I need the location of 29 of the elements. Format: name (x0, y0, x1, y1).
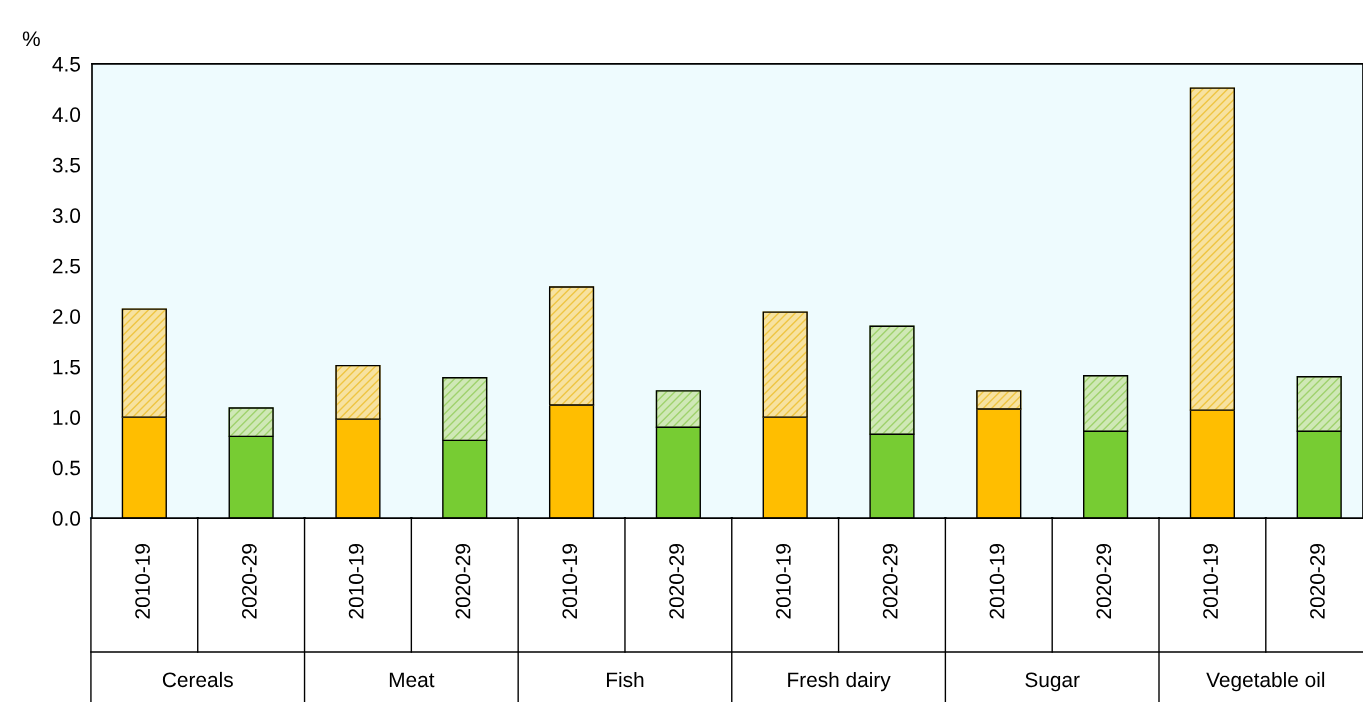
y-tick-label: 1.5 (53, 359, 81, 375)
y-tick-label: 1.0 (53, 410, 81, 425)
y-tick-label: 3.0 (52, 208, 81, 224)
y-tick-label: 2.5 (52, 258, 81, 274)
text: Sugar (1025, 672, 1080, 692)
x-tick-label: 2010-19 (1203, 544, 1218, 619)
y-tick-label: 0.0 (52, 511, 81, 526)
text: Meat (389, 672, 435, 688)
text: Fish (607, 671, 644, 688)
y-tick-label: 4.0 (52, 107, 81, 123)
x-tick-label: 2010-19 (776, 544, 791, 619)
y-tick-label: 0.5 (52, 460, 81, 476)
text: Fresh dairy (788, 671, 891, 692)
x-tick-label: 2020-29 (241, 544, 257, 619)
y-tick-label: 4.5 (52, 57, 81, 72)
x-tick-label: 2020-29 (669, 544, 684, 619)
x-tick-label: 2020-29 (455, 544, 471, 619)
y-axis-title: % (22, 31, 40, 47)
text: Vegetable oil (1206, 671, 1325, 692)
x-tick-label: 2020-29 (1096, 544, 1112, 619)
x-tick-label: 2010-19 (989, 544, 1005, 619)
x-tick-label: 2010-19 (348, 544, 364, 619)
y-tick-label: 2.0 (52, 309, 81, 324)
x-tick-label: 2010-19 (135, 544, 150, 619)
text: Cereals (162, 671, 233, 688)
x-tick-label: 2020-29 (882, 544, 898, 619)
y-tick-label: 3.5 (52, 157, 81, 173)
x-tick-label: 2020-29 (1310, 544, 1325, 619)
x-tick-label: 2010-19 (562, 544, 578, 619)
